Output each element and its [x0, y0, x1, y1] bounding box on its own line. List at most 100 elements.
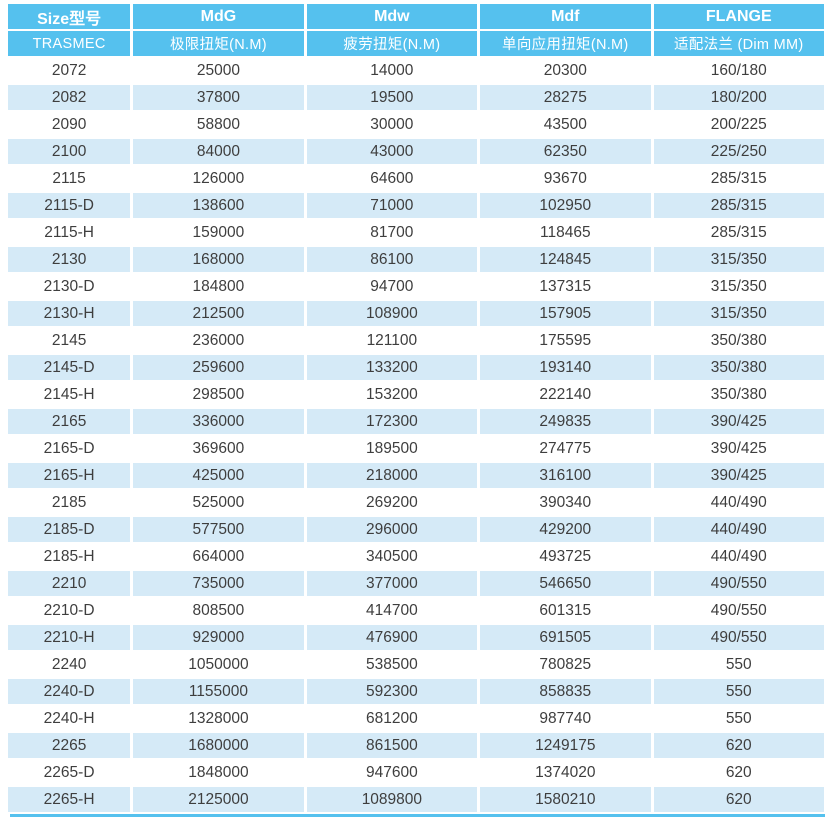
table-cell: 2145-D — [8, 355, 131, 380]
table-cell: 1249175 — [480, 733, 651, 758]
table-cell: 43500 — [480, 112, 651, 137]
table-cell: 218000 — [306, 463, 478, 488]
table-row: 2240 1050000 538500 780825 550 — [8, 652, 824, 677]
table-cell: 172300 — [306, 409, 478, 434]
table-cell: 350/380 — [653, 382, 824, 407]
table-cell: 350/380 — [653, 355, 824, 380]
table-cell: 440/490 — [653, 517, 824, 542]
table-cell: 390/425 — [653, 409, 824, 434]
table-body: 2072 25000 14000 20300 160/180 2082 37800 19500… — [8, 58, 824, 812]
table-cell: 193140 — [480, 355, 651, 380]
table-cell: 81700 — [306, 220, 478, 245]
table-cell: 2240-D — [8, 679, 131, 704]
table-cell: 249835 — [480, 409, 651, 434]
table-cell: 1050000 — [133, 652, 304, 677]
table-cell: 546650 — [480, 571, 651, 596]
table-cell: 390/425 — [653, 463, 824, 488]
table-cell: 425000 — [133, 463, 304, 488]
table-cell: 2125000 — [133, 787, 304, 812]
table-cell: 108900 — [306, 301, 478, 326]
table-cell: 861500 — [306, 733, 478, 758]
table-cell: 316100 — [480, 463, 651, 488]
table-row: 2165 336000 172300 249835 390/425 — [8, 409, 824, 434]
table-cell: 620 — [653, 787, 824, 812]
table-cell: 137315 — [480, 274, 651, 299]
table-header: Size型号 MdG Mdw Mdf FLANGE TRASMEC 极限扭矩(N.M) 疲劳… — [8, 4, 824, 56]
table-row: 2265-D 1848000 947600 1374020 620 — [8, 760, 824, 785]
table-cell: 350/380 — [653, 328, 824, 353]
table-cell: 121100 — [306, 328, 478, 353]
table-cell: 476900 — [306, 625, 478, 650]
table-cell: 1328000 — [133, 706, 304, 731]
table-cell: 2165-D — [8, 436, 131, 461]
table-cell: 102950 — [480, 193, 651, 218]
table-row: 2165-H 425000 218000 316100 390/425 — [8, 463, 824, 488]
table-cell: 138600 — [133, 193, 304, 218]
table-cell: 664000 — [133, 544, 304, 569]
table-cell: 340500 — [306, 544, 478, 569]
table-cell: 377000 — [306, 571, 478, 596]
table-cell: 225/250 — [653, 139, 824, 164]
table-row: 2145 236000 121100 175595 350/380 — [8, 328, 824, 353]
table-cell: 19500 — [306, 85, 478, 110]
table-row: 2265-H 2125000 1089800 1580210 620 — [8, 787, 824, 812]
table-cell: 681200 — [306, 706, 478, 731]
table-cell: 2185 — [8, 490, 131, 515]
column-subheader: 适配法兰 (Dim MM) — [653, 31, 824, 56]
table-cell: 298500 — [133, 382, 304, 407]
table-row: 2165-D 369600 189500 274775 390/425 — [8, 436, 824, 461]
table-cell: 2210-H — [8, 625, 131, 650]
table-cell: 315/350 — [653, 301, 824, 326]
table-cell: 525000 — [133, 490, 304, 515]
torque-spec-table: Size型号 MdG Mdw Mdf FLANGE TRASMEC 极限扭矩(N.M) 疲劳… — [5, 2, 827, 814]
table-cell: 315/350 — [653, 247, 824, 272]
table-cell: 577500 — [133, 517, 304, 542]
column-subheader: 疲劳扭矩(N.M) — [306, 31, 478, 56]
column-header: Mdw — [306, 4, 478, 29]
table-cell: 493725 — [480, 544, 651, 569]
table-cell: 429200 — [480, 517, 651, 542]
table-cell: 2115-H — [8, 220, 131, 245]
table-cell: 212500 — [133, 301, 304, 326]
table-cell: 780825 — [480, 652, 651, 677]
table-cell: 43000 — [306, 139, 478, 164]
table-cell: 269200 — [306, 490, 478, 515]
table-row: 2145-H 298500 153200 222140 350/380 — [8, 382, 824, 407]
table-cell: 2130-D — [8, 274, 131, 299]
table-cell: 315/350 — [653, 274, 824, 299]
table-cell: 1848000 — [133, 760, 304, 785]
table-cell: 1580210 — [480, 787, 651, 812]
table-cell: 71000 — [306, 193, 478, 218]
table-cell: 2100 — [8, 139, 131, 164]
table-cell: 25000 — [133, 58, 304, 83]
table-row: 2210-D 808500 414700 601315 490/550 — [8, 598, 824, 623]
table-cell: 858835 — [480, 679, 651, 704]
table-cell: 929000 — [133, 625, 304, 650]
table-cell: 620 — [653, 733, 824, 758]
table-cell: 369600 — [133, 436, 304, 461]
table-row: 2130-H 212500 108900 157905 315/350 — [8, 301, 824, 326]
table-cell: 490/550 — [653, 571, 824, 596]
table-cell: 285/315 — [653, 166, 824, 191]
table-cell: 259600 — [133, 355, 304, 380]
table-cell: 2115 — [8, 166, 131, 191]
table-cell: 28275 — [480, 85, 651, 110]
table-cell: 2265 — [8, 733, 131, 758]
table-cell: 440/490 — [653, 490, 824, 515]
table-cell: 274775 — [480, 436, 651, 461]
table-bottom-border — [10, 814, 825, 817]
table-cell: 550 — [653, 706, 824, 731]
table-row: 2210 735000 377000 546650 490/550 — [8, 571, 824, 596]
table-cell: 118465 — [480, 220, 651, 245]
header-title-row: Size型号 MdG Mdw Mdf FLANGE — [8, 4, 824, 29]
table-cell: 153200 — [306, 382, 478, 407]
table-cell: 2082 — [8, 85, 131, 110]
table-cell: 126000 — [133, 166, 304, 191]
table-cell: 180/200 — [653, 85, 824, 110]
table-cell: 58800 — [133, 112, 304, 137]
table-row: 2100 84000 43000 62350 225/250 — [8, 139, 824, 164]
table-cell: 2072 — [8, 58, 131, 83]
table-cell: 1089800 — [306, 787, 478, 812]
table-cell: 2185-D — [8, 517, 131, 542]
table-cell: 538500 — [306, 652, 478, 677]
